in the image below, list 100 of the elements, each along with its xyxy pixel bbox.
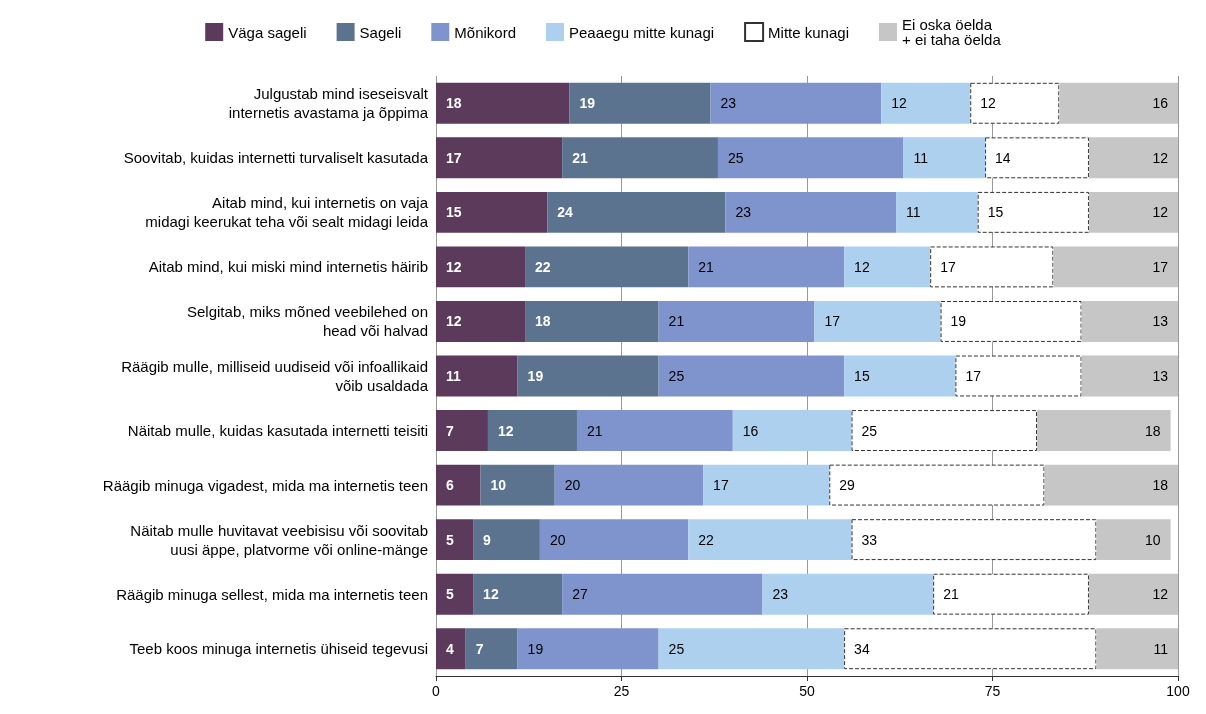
bar [473, 573, 563, 615]
bar [829, 464, 1045, 506]
bar [436, 246, 526, 288]
data-label: 21 [668, 313, 685, 330]
bar [762, 573, 934, 615]
data-label: 25 [668, 368, 685, 384]
bar [525, 301, 659, 342]
bar [465, 628, 518, 670]
bar [1037, 410, 1171, 451]
data-label: 13 [1152, 313, 1169, 330]
data-label: 18 [1152, 477, 1169, 494]
bar [436, 82, 570, 124]
data-label: 25 [727, 149, 744, 166]
data-label: 25 [668, 640, 685, 657]
data-label: 10 [490, 477, 507, 494]
data-label: 12 [891, 95, 907, 112]
data-label: 12 [497, 422, 514, 439]
bar [436, 519, 474, 561]
data-label: 24 [557, 204, 574, 221]
data-label: 20 [564, 477, 581, 494]
bar [547, 191, 726, 233]
data-label: 27 [572, 586, 588, 603]
bar [851, 519, 1097, 561]
data-label: 7 [475, 640, 484, 657]
data-label: 5 [446, 586, 454, 603]
data-label: 5 [446, 531, 454, 548]
data-label: 22 [535, 258, 551, 275]
data-label: 12 [483, 586, 499, 603]
data-label: 23 [772, 586, 789, 603]
x-tick-label: 25 [613, 683, 630, 699]
data-label: 34 [854, 640, 870, 657]
data-label: 21 [572, 149, 588, 166]
y-tick-label: Näitab mulle, kuidas kasutada internetti teisiti [127, 422, 428, 440]
data-label: 17 [1152, 258, 1169, 275]
bar [1088, 573, 1178, 615]
bar [903, 137, 986, 179]
data-label: 21 [943, 586, 959, 603]
bar [562, 573, 763, 615]
bar [436, 464, 481, 506]
data-label: 19 [527, 368, 544, 384]
data-label: 4 [446, 640, 454, 657]
bar [539, 519, 689, 561]
data-label: 16 [742, 422, 759, 439]
data-label: 13 [1152, 368, 1169, 384]
bar [844, 628, 1097, 670]
bar [930, 246, 1054, 288]
y-tick-label: Aitab mind, kui internetis on vaja midagi keerukat teha või sealt midagi leida [145, 194, 429, 231]
bar [881, 82, 971, 124]
data-label: 12 [446, 313, 462, 330]
y-tick-label: Räägib mulle, milliseid uudiseid või infoallikaid võib usaldada [121, 358, 429, 394]
data-label: 18 [446, 95, 462, 112]
data-label: 21 [586, 422, 603, 439]
legend-label: Mitte kunagi [768, 23, 849, 41]
data-label: 15 [854, 368, 870, 384]
bar [1059, 82, 1178, 124]
legend-label: Peaaegu mitte kunagi [568, 23, 715, 41]
y-tick-label: Julgustab mind iseseisvalt internetis avastama ja õppima [228, 85, 429, 122]
data-label: 12 [1152, 204, 1169, 221]
bar [436, 137, 563, 179]
legend-label: Mõnikord [454, 23, 516, 41]
data-label: 18 [535, 313, 551, 330]
bar [977, 191, 1089, 233]
bar [940, 301, 1082, 342]
bar [436, 573, 474, 615]
bar [562, 137, 718, 179]
data-label: 19 [527, 640, 544, 657]
bar [1081, 301, 1178, 342]
data-label: 11 [906, 204, 921, 221]
data-label: 23 [720, 95, 737, 112]
data-label: 29 [839, 477, 856, 494]
data-label: 17 [940, 258, 956, 275]
bar [480, 464, 555, 506]
data-label: 12 [446, 258, 462, 275]
data-label: 25 [861, 422, 878, 439]
data-label: 16 [1152, 95, 1169, 112]
data-label: 6 [446, 477, 454, 494]
data-label: 19 [579, 95, 596, 112]
data-label: 21 [698, 258, 715, 275]
x-tick-label: 0 [432, 683, 441, 699]
data-label: 15 [446, 204, 462, 221]
x-tick-label: 100 [1166, 683, 1190, 699]
data-label: 10 [1145, 531, 1161, 548]
y-tick-label: Soovitab, kuidas internetti turvaliselt kasutada [123, 149, 429, 167]
y-tick-label: Räägib minuga sellest, mida ma internetis teen [116, 585, 428, 603]
data-label: 17 [713, 477, 729, 494]
data-label: 12 [854, 258, 870, 275]
data-label: 12 [980, 95, 997, 112]
data-label: 11 [446, 368, 462, 384]
data-label: 33 [861, 531, 878, 548]
y-tick-label: Teeb koos minuga internetis ühiseid tegevusi [129, 640, 428, 658]
data-label: 7 [446, 422, 454, 439]
bar [517, 355, 659, 397]
bar [436, 355, 518, 397]
bar [844, 246, 931, 288]
bar [985, 137, 1089, 179]
bar [525, 246, 689, 288]
data-label: 17 [446, 149, 462, 166]
bar [436, 410, 488, 451]
bar [1088, 137, 1178, 179]
data-label: 12 [1152, 149, 1169, 166]
